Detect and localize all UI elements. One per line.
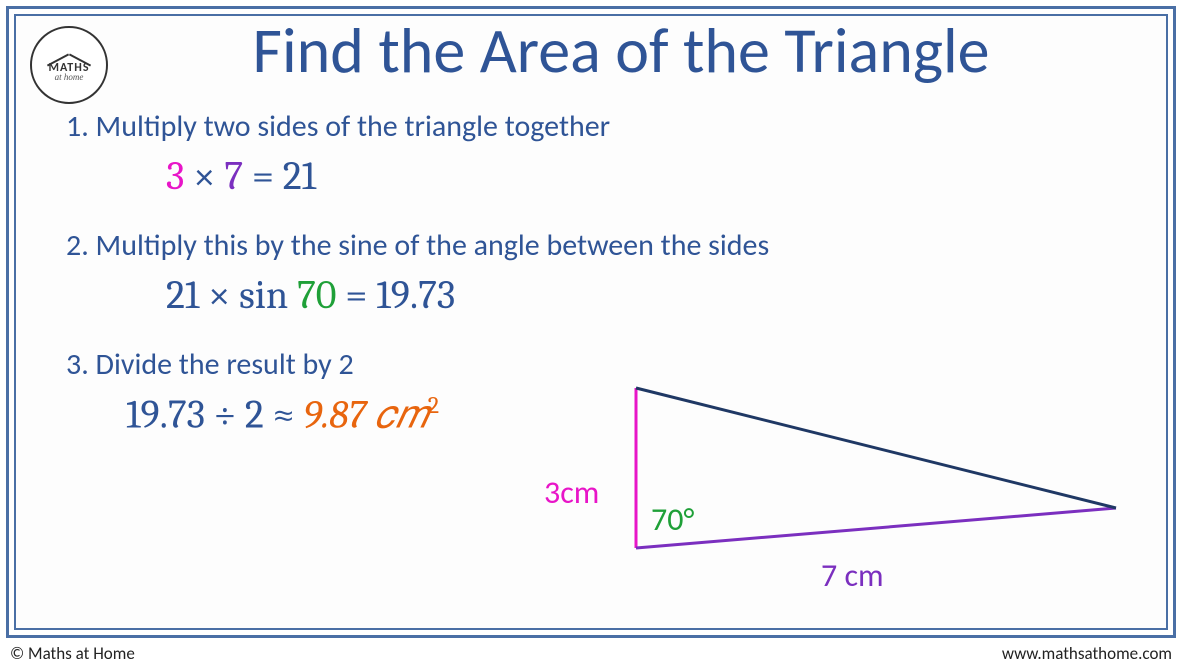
inner-frame: MATHS at home Find the Area of the Trian… <box>14 14 1168 630</box>
triangle-label-angle: 70° <box>651 500 694 539</box>
footer-copyright: © Maths at Home <box>10 643 135 664</box>
triangle-label-side-b: 7 cm <box>821 556 884 595</box>
step-equation-1: 3 × 7 = 21 <box>166 153 1136 199</box>
step-equation-2: 21 × sin 70 = 19.73 <box>166 272 1136 318</box>
step-label-1: 1. Multiply two sides of the triangle to… <box>66 108 1136 145</box>
eq-part: 9.87 𝑐𝑚 <box>303 391 427 437</box>
eq-part: 2 <box>428 391 439 419</box>
triangle-diagram: 3cm 70° 7 cm <box>576 378 1136 598</box>
page-title: Find the Area of the Triangle <box>46 12 1136 90</box>
eq-part: 21 × sin <box>166 272 297 318</box>
logo-roof-icon <box>48 49 90 63</box>
triangle-side-b <box>636 508 1116 548</box>
outer-frame: MATHS at home Find the Area of the Trian… <box>6 6 1176 638</box>
eq-part: = 19.73 <box>336 272 455 318</box>
eq-part: 7 <box>224 153 243 199</box>
logo-badge: MATHS at home <box>30 26 108 104</box>
logo-text-sub: at home <box>55 72 84 82</box>
eq-part: 70 <box>297 272 336 318</box>
triangle-label-side-a: 3cm <box>544 473 599 512</box>
footer: © Maths at Home www.mathsathome.com <box>10 643 1172 664</box>
eq-part: = 21 <box>243 153 316 199</box>
step-label-2: 2. Multiply this by the sine of the angl… <box>66 227 1136 264</box>
eq-part: 19.73 ÷ 2 ≈ <box>126 391 303 437</box>
triangle-hypotenuse <box>636 388 1116 508</box>
eq-part: × <box>184 153 224 199</box>
eq-part: 3 <box>166 153 184 199</box>
footer-url: www.mathsathome.com <box>1002 643 1172 664</box>
